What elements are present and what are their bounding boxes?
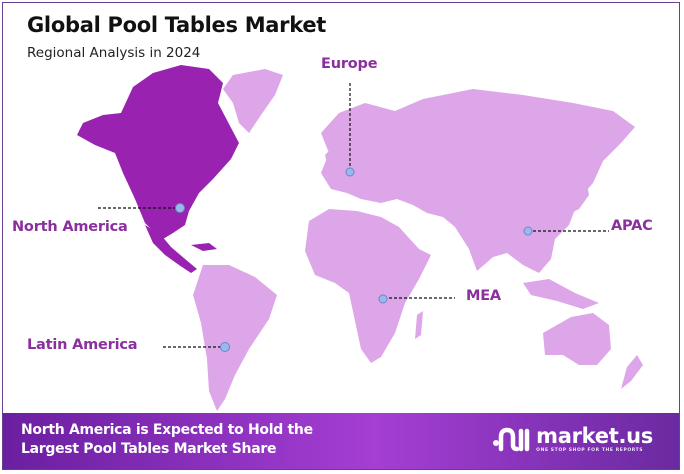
banner-headline: North America is Expected to Hold the La… (21, 421, 313, 459)
region-label-latin-america: Latin America (27, 337, 138, 353)
central-america-shape (145, 225, 197, 273)
southeast-asia-shape (523, 279, 599, 309)
africa-shape (305, 209, 431, 363)
page-title: Global Pool Tables Market (27, 13, 327, 37)
market-us-logo-icon (493, 427, 530, 452)
caribbean-shape (191, 243, 217, 251)
north-america-marker (175, 203, 185, 213)
australia-shape (543, 313, 611, 365)
region-label-north-america: North America (12, 219, 128, 235)
page-subtitle: Regional Analysis in 2024 (27, 45, 201, 61)
infographic-frame: Global Pool Tables Market Regional Analy… (2, 2, 680, 470)
market-us-logo: market.us ONE STOP SHOP FOR THE REPORTS (492, 425, 653, 453)
uk-shape (325, 147, 337, 171)
region-label-mea: MEA (466, 288, 501, 304)
world-map (77, 65, 643, 411)
region-label-europe: Europe (321, 56, 378, 72)
banner-line-1: North America is Expected to Hold the (21, 422, 313, 438)
logo-name: market.us (536, 423, 653, 448)
logo-tagline: ONE STOP SHOP FOR THE REPORTS (536, 447, 644, 453)
north-america-shape (77, 65, 239, 239)
latin-america-marker (220, 342, 230, 352)
greenland-shape (223, 69, 283, 133)
mea-marker (378, 294, 388, 304)
japan-shape (571, 173, 589, 213)
banner-line-2: Largest Pool Tables Market Share (21, 441, 277, 457)
region-label-apac: APAC (611, 218, 653, 234)
footer-banner: North America is Expected to Hold the La… (3, 413, 679, 469)
scandinavia-shape (355, 115, 387, 159)
eurasia-shape (321, 89, 635, 273)
europe-marker (345, 167, 355, 177)
south-america-shape (193, 265, 277, 411)
apac-marker (523, 226, 533, 236)
new-zealand-shape (621, 355, 643, 389)
madagascar-shape (415, 311, 423, 339)
